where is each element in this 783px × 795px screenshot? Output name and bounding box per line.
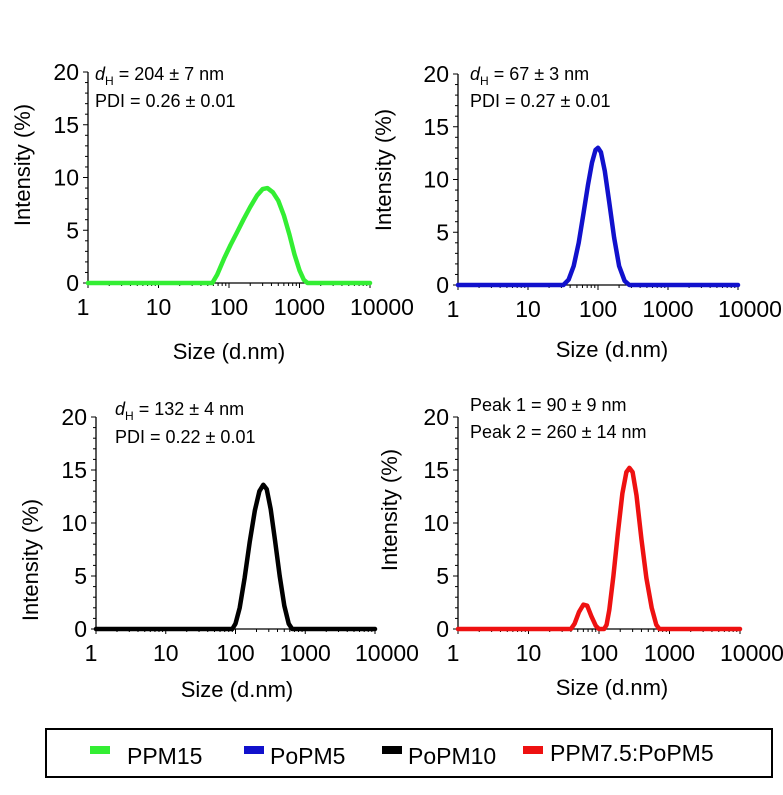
annotation-d: d — [115, 399, 126, 419]
panel-popm5: dH = 67 ± 3 nm PDI = 0.27 ± 0.01 Intensi… — [371, 61, 782, 362]
y-axis-label: Intensity (%) — [10, 104, 35, 226]
legend-swatch-popm10 — [382, 746, 402, 754]
annotation-peak2: Peak 2 = 260 ± 14 nm — [470, 422, 647, 442]
series-line-ppm7-5-popm5 — [455, 465, 743, 632]
x-tick-label: 100 — [216, 640, 254, 666]
y-tick-label: 5 — [436, 219, 449, 245]
annotation-dh: dH = 204 ± 7 nm — [95, 64, 224, 88]
annotation-dh-value: = 204 ± 7 nm — [114, 64, 224, 84]
y-tick-label: 20 — [61, 404, 87, 430]
x-tick-label: 10 — [516, 640, 542, 666]
series-line-popm5 — [455, 145, 741, 288]
y-tick-label: 5 — [436, 563, 449, 589]
x-tick-label: 10 — [515, 296, 541, 322]
annotation-pdi: PDI = 0.27 ± 0.01 — [470, 91, 610, 111]
annotation-subscript: H — [125, 409, 134, 423]
annotation-dh-value: = 67 ± 3 nm — [489, 64, 589, 84]
y-tick-label: 5 — [74, 563, 87, 589]
y-axis-label: Intensity (%) — [371, 109, 396, 231]
y-tick-label: 5 — [66, 217, 79, 243]
panel-ppm15: dH = 204 ± 7 nm PDI = 0.26 ± 0.01 Intens… — [10, 59, 414, 364]
annotation-d: d — [470, 64, 481, 84]
legend-frame — [45, 728, 773, 778]
x-axis-label: Size (d.nm) — [181, 677, 293, 702]
x-tick-label: 1 — [85, 640, 98, 666]
annotation-pdi: PDI = 0.22 ± 0.01 — [115, 427, 255, 447]
annotation-pdi: PDI = 0.26 ± 0.01 — [95, 91, 235, 111]
legend-swatch-ppm75-popm5 — [523, 746, 543, 754]
y-axis-label: Intensity (%) — [18, 499, 43, 621]
annotations: dH = 67 ± 3 nm PDI = 0.27 ± 0.01 — [470, 64, 610, 111]
x-axis-label: Size (d.nm) — [556, 675, 668, 700]
y-axis-label: Intensity (%) — [377, 449, 402, 571]
y-tick-label: 20 — [423, 404, 449, 430]
y-tick-label: 10 — [423, 510, 449, 536]
x-tick-label: 10000 — [718, 296, 782, 322]
series-line-popm10 — [93, 482, 378, 632]
legend-label-popm5: PoPM5 — [270, 743, 345, 769]
y-tick-label: 0 — [74, 616, 87, 642]
x-tick-label: 1000 — [274, 294, 325, 320]
y-tick-label: 20 — [423, 61, 449, 87]
x-tick-label: 1000 — [642, 296, 693, 322]
annotation-peak1: Peak 1 = 90 ± 9 nm — [470, 395, 626, 415]
y-tick-label: 15 — [423, 114, 449, 140]
x-tick-label: 1 — [77, 294, 90, 320]
annotation-subscript: H — [105, 74, 114, 88]
y-tick-label: 15 — [61, 457, 87, 483]
y-tick-label: 15 — [53, 112, 79, 138]
y-tick-label: 0 — [436, 272, 449, 298]
y-tick-label: 0 — [66, 270, 79, 296]
legend-swatch-ppm15 — [90, 746, 110, 754]
x-tick-label: 10000 — [350, 294, 414, 320]
annotations: dH = 204 ± 7 nm PDI = 0.26 ± 0.01 — [95, 64, 235, 111]
annotation-dh: dH = 67 ± 3 nm — [470, 64, 589, 88]
legend: PPM15 PoPM5 PoPM10 PPM7.5:PoPM5 — [45, 728, 773, 778]
legend-label-ppm75-popm5: PPM7.5:PoPM5 — [550, 740, 714, 766]
annotation-dh-value: = 132 ± 4 nm — [134, 399, 244, 419]
y-tick-label: 10 — [61, 510, 87, 536]
x-tick-label: 100 — [579, 296, 617, 322]
y-tick-label: 20 — [53, 59, 79, 85]
x-axis-label: Size (d.nm) — [173, 339, 285, 364]
annotation-dh: dH = 132 ± 4 nm — [115, 399, 244, 423]
series-line-ppm15 — [85, 185, 373, 286]
x-tick-label: 100 — [210, 294, 248, 320]
x-tick-label: 10000 — [355, 640, 419, 666]
x-tick-label: 10 — [146, 294, 172, 320]
y-tick-label: 15 — [423, 457, 449, 483]
panel-ppm75-popm5: Peak 1 = 90 ± 9 nm Peak 2 = 260 ± 14 nm … — [377, 395, 783, 700]
annotation-subscript: H — [480, 74, 489, 88]
y-tick-label: 10 — [53, 165, 79, 191]
x-tick-label: 10000 — [720, 640, 783, 666]
x-tick-label: 1 — [447, 640, 460, 666]
legend-label-ppm15: PPM15 — [127, 743, 202, 769]
y-tick-label: 0 — [436, 616, 449, 642]
x-tick-label: 1000 — [280, 640, 331, 666]
legend-label-popm10: PoPM10 — [408, 743, 496, 769]
x-tick-label: 1 — [447, 296, 460, 322]
x-tick-label: 10 — [153, 640, 179, 666]
annotations: dH = 132 ± 4 nm PDI = 0.22 ± 0.01 — [115, 399, 255, 447]
x-axis-label: Size (d.nm) — [556, 337, 668, 362]
legend-swatch-popm5 — [244, 746, 264, 754]
panel-popm10: dH = 132 ± 4 nm PDI = 0.22 ± 0.01 Intens… — [18, 399, 419, 702]
y-tick-label: 10 — [423, 167, 449, 193]
x-tick-label: 1000 — [644, 640, 695, 666]
x-tick-label: 100 — [580, 640, 618, 666]
annotations: Peak 1 = 90 ± 9 nm Peak 2 = 260 ± 14 nm — [470, 395, 647, 442]
annotation-d: d — [95, 64, 106, 84]
